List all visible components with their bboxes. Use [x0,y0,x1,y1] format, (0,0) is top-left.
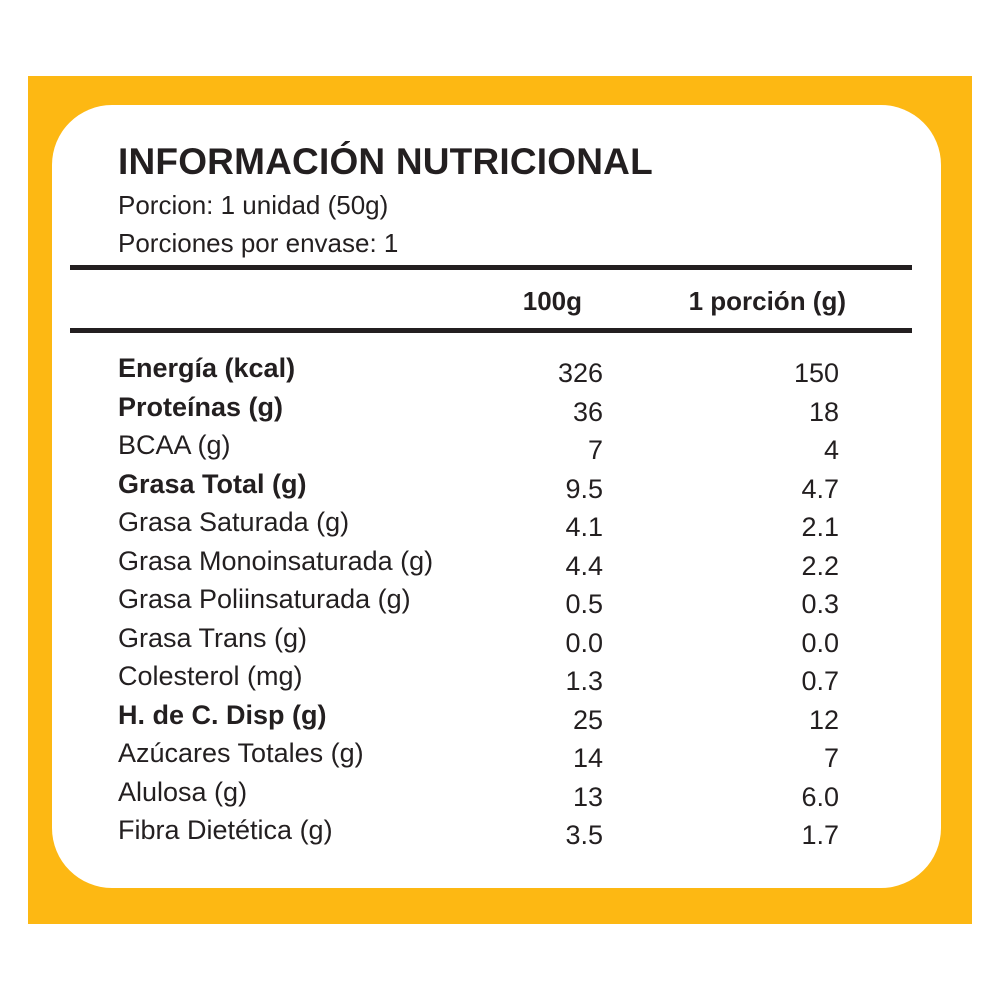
value-per-100g: 0.0 [565,627,603,658]
nutrient-label: Grasa Monoinsaturada (g) [118,545,434,576]
nutrient-label: Colesterol (mg) [118,661,303,691]
nutrient-row: Grasa Total (g) 9.5 4.7 [0,466,1000,505]
value-per-portion: 1.7 [801,820,839,850]
value-per-100g: 25 [572,704,603,735]
nutrient-label: Azúcares Totales (g) [118,738,364,768]
nutrient-row: Grasa Monoinsaturada (g) 4.4 2.2 [0,543,1000,582]
value-per-100g: 4.4 [565,550,603,581]
value-per-portion: 0.3 [801,589,839,619]
value-per-portion: 2.1 [801,512,839,542]
value-per-portion: 4 [823,435,839,465]
nutrient-row: H. de C. Disp (g) 25 12 [0,697,1000,736]
value-per-100g: 7 [587,435,603,465]
value-per-portion: 4.7 [801,473,839,504]
value-per-100g: 36 [572,396,603,427]
value-per-portion: 2.2 [801,550,839,581]
value-per-100g: 9.5 [565,473,603,504]
value-per-100g: 4.1 [565,512,603,542]
nutrient-row: Grasa Trans (g) 0.0 0.0 [0,620,1000,659]
nutrient-label: Grasa Total (g) [118,468,307,499]
serving-size: Porcion: 1 unidad (50g) [118,190,389,220]
nutrient-label: Proteínas (g) [118,391,284,422]
value-per-100g: 1.3 [565,666,603,696]
nutrient-row: Colesterol (mg) 1.3 0.7 [0,658,1000,697]
value-per-portion: 6.0 [801,781,839,812]
nutrient-row: Alulosa (g) 13 6.0 [0,774,1000,813]
nutrient-label: Grasa Trans (g) [118,622,308,653]
nutrient-label: BCAA (g) [118,430,231,460]
nutrition-card [52,105,941,888]
column-header-portion: 1 porción (g) [688,286,846,316]
value-per-100g: 326 [557,358,603,388]
nutrient-label: Alulosa (g) [118,776,248,807]
servings-per-container: Porciones por envase: 1 [118,228,399,258]
value-per-100g: 14 [572,743,603,773]
nutrient-label: H. de C. Disp (g) [118,699,327,730]
value-per-portion: 150 [793,358,839,388]
value-per-portion: 0.7 [801,666,839,696]
nutrient-row: Fibra Dietética (g) 3.5 1.7 [0,812,1000,851]
value-per-100g: 13 [572,781,603,812]
nutrition-title: INFORMACIÓN NUTRICIONAL [118,141,653,182]
nutrient-row: BCAA (g) 7 4 [0,427,1000,466]
header-divider [70,328,912,333]
nutrient-row: Grasa Saturada (g) 4.1 2.1 [0,504,1000,543]
nutrient-label: Grasa Saturada (g) [118,507,350,537]
value-per-100g: 0.5 [565,589,603,619]
value-per-portion: 18 [808,396,839,427]
value-per-portion: 7 [823,743,839,773]
nutrient-row: Energía (kcal) 326 150 [0,350,1000,389]
nutrient-row: Azúcares Totales (g) 14 7 [0,735,1000,774]
nutrient-label: Fibra Dietética (g) [118,815,333,845]
value-per-portion: 12 [808,704,839,735]
value-per-portion: 0.0 [801,627,839,658]
nutrient-label: Energía (kcal) [118,353,296,383]
nutrient-row: Proteínas (g) 36 18 [0,389,1000,428]
top-divider [70,265,912,270]
column-header-100g: 100g [522,286,582,316]
value-per-100g: 3.5 [565,820,603,850]
nutrient-row: Grasa Poliinsaturada (g) 0.5 0.3 [0,581,1000,620]
nutrient-label: Grasa Poliinsaturada (g) [118,584,411,614]
nutrient-rows: Energía (kcal) 326 150 Proteínas (g) 36 … [0,350,1000,851]
